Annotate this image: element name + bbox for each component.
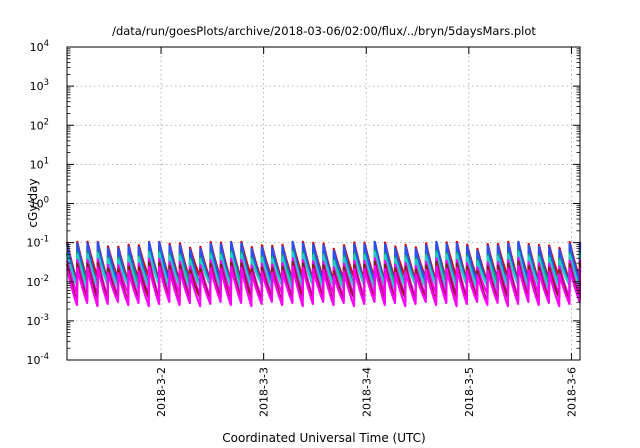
series-line: [65, 251, 582, 291]
y-tick-label: 104: [30, 39, 49, 54]
y-tick-label: 101: [30, 156, 49, 171]
y-tick-label: 103: [30, 78, 49, 93]
x-tick-label: 2018-3-6: [565, 367, 578, 417]
y-tick-label: 10-4: [27, 352, 49, 367]
series-group: [65, 240, 582, 308]
x-tick-label: 2018-3-3: [258, 367, 271, 417]
x-tick-label: 2018-3-4: [360, 367, 373, 417]
y-tick-label: 102: [30, 117, 49, 132]
y-tick-label: 100: [30, 196, 49, 211]
y-tick-label: 10-1: [27, 235, 49, 250]
x-tick-label: 2018-3-2: [155, 367, 168, 417]
x-axis-label: Coordinated Universal Time (UTC): [222, 431, 425, 445]
y-axis: 10-4 10-3 10-2 10-1 100 101 102 103 104: [27, 39, 580, 367]
x-axis: 2018-3-2 2018-3-3 2018-3-4 2018-3-5 2018-3-6: [155, 47, 578, 417]
chart-title: /data/run/goesPlots/archive/2018-03-06/0…: [112, 24, 536, 38]
y-tick-label: 10-3: [27, 313, 49, 328]
x-tick-label: 2018-3-5: [463, 367, 476, 417]
series-line: [65, 264, 582, 308]
y-axis-label: cGy/day: [26, 178, 40, 227]
y-tick-label: 10-2: [27, 274, 49, 289]
